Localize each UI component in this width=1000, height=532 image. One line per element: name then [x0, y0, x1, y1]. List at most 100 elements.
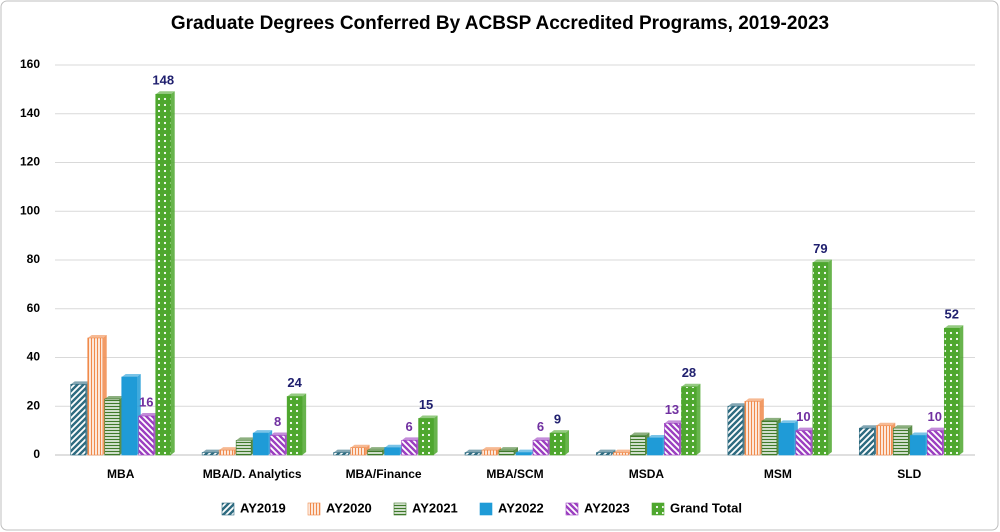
bar-side — [302, 393, 307, 455]
bar-top — [613, 449, 633, 453]
bar — [333, 452, 349, 456]
bar-top — [944, 325, 964, 329]
data-label: 10 — [928, 409, 942, 424]
x-tick-label: MBA/SCM — [486, 467, 543, 481]
bar — [812, 262, 829, 456]
data-label: 6 — [405, 419, 412, 434]
data-label: 9 — [554, 412, 561, 427]
x-tick-label: MBA/D. Analytics — [203, 467, 302, 481]
bar — [464, 452, 481, 456]
bar-top — [333, 449, 353, 453]
bar-top — [87, 335, 107, 338]
bar — [138, 415, 155, 456]
bar-top — [681, 383, 701, 387]
bar-top — [550, 430, 569, 434]
legend-swatch — [393, 502, 407, 516]
bar — [909, 435, 926, 456]
data-label: 28 — [682, 365, 696, 380]
bar-side — [959, 325, 964, 455]
bar-top — [138, 413, 158, 416]
legend-swatch — [307, 502, 321, 516]
bar — [596, 452, 612, 456]
bar — [70, 384, 87, 456]
data-label: 6 — [537, 419, 544, 434]
data-label: 16 — [139, 394, 153, 409]
bar-top — [465, 449, 484, 453]
bar — [498, 449, 515, 456]
bar — [515, 452, 532, 456]
bar — [104, 398, 121, 456]
bar-side — [565, 430, 569, 455]
legend-swatch — [221, 502, 235, 516]
x-tick-label: SLD — [897, 467, 921, 481]
bar-top — [664, 420, 684, 424]
legend-label: AY2023 — [584, 500, 630, 515]
bar-top — [482, 447, 501, 451]
legend-label: AY2022 — [498, 500, 544, 515]
x-tick-label: MSM — [764, 467, 792, 481]
bar — [744, 401, 761, 456]
legend-label: AY2021 — [412, 500, 458, 515]
legend-label: AY2019 — [240, 500, 286, 515]
bar-side — [170, 91, 175, 455]
bar — [201, 452, 218, 456]
bar-top — [761, 417, 781, 421]
bar — [892, 427, 909, 456]
bar-top — [270, 432, 290, 436]
bar — [761, 420, 778, 456]
bar-top — [219, 447, 239, 451]
y-tick-label: 20 — [27, 398, 41, 412]
bar — [681, 386, 697, 456]
y-tick-label: 120 — [20, 155, 40, 169]
bar-top — [121, 374, 141, 377]
y-tick-label: 160 — [20, 57, 40, 71]
bar — [664, 423, 680, 456]
bar-side — [696, 383, 701, 455]
y-tick-label: 40 — [27, 350, 41, 364]
bar-top — [236, 437, 256, 441]
bar-top — [893, 425, 913, 429]
bar-top — [910, 432, 930, 436]
data-label: 24 — [287, 375, 302, 390]
bar — [350, 447, 366, 456]
bar — [286, 396, 303, 456]
bar — [858, 427, 875, 456]
bar-top — [516, 449, 535, 453]
bar-side — [433, 415, 438, 455]
data-label: 15 — [419, 397, 433, 412]
bar — [549, 432, 566, 456]
bar-top — [253, 430, 273, 434]
bar-top — [202, 449, 222, 453]
bar-side — [514, 447, 518, 455]
bar-top — [418, 415, 438, 419]
data-label: 52 — [945, 307, 959, 322]
legend-swatch — [565, 502, 579, 516]
bar — [630, 435, 646, 456]
x-tick-label: MSDA — [629, 467, 665, 481]
bar — [926, 430, 943, 456]
bar-top — [630, 432, 650, 436]
bar-top — [533, 437, 552, 441]
bar-top — [876, 422, 896, 426]
bar — [875, 425, 892, 456]
bar — [155, 93, 172, 456]
bar-top — [744, 398, 764, 402]
bar — [481, 449, 498, 456]
chart-title: Graduate Degrees Conferred By ACBSP Accr… — [171, 13, 829, 34]
bar — [252, 432, 269, 456]
legend-label: AY2020 — [326, 500, 372, 515]
bar-top — [287, 393, 307, 397]
bar-top — [778, 420, 798, 424]
bar — [87, 337, 104, 456]
data-label: 10 — [796, 409, 810, 424]
bar-top — [367, 447, 387, 451]
bar — [778, 423, 795, 456]
bar — [235, 440, 252, 456]
y-tick-label: 0 — [33, 447, 40, 461]
data-label: 79 — [813, 241, 827, 256]
legend-label: Grand Total — [670, 500, 742, 515]
bar-top — [647, 434, 667, 438]
y-tick-label: 60 — [27, 301, 41, 315]
bar-top — [927, 427, 947, 431]
